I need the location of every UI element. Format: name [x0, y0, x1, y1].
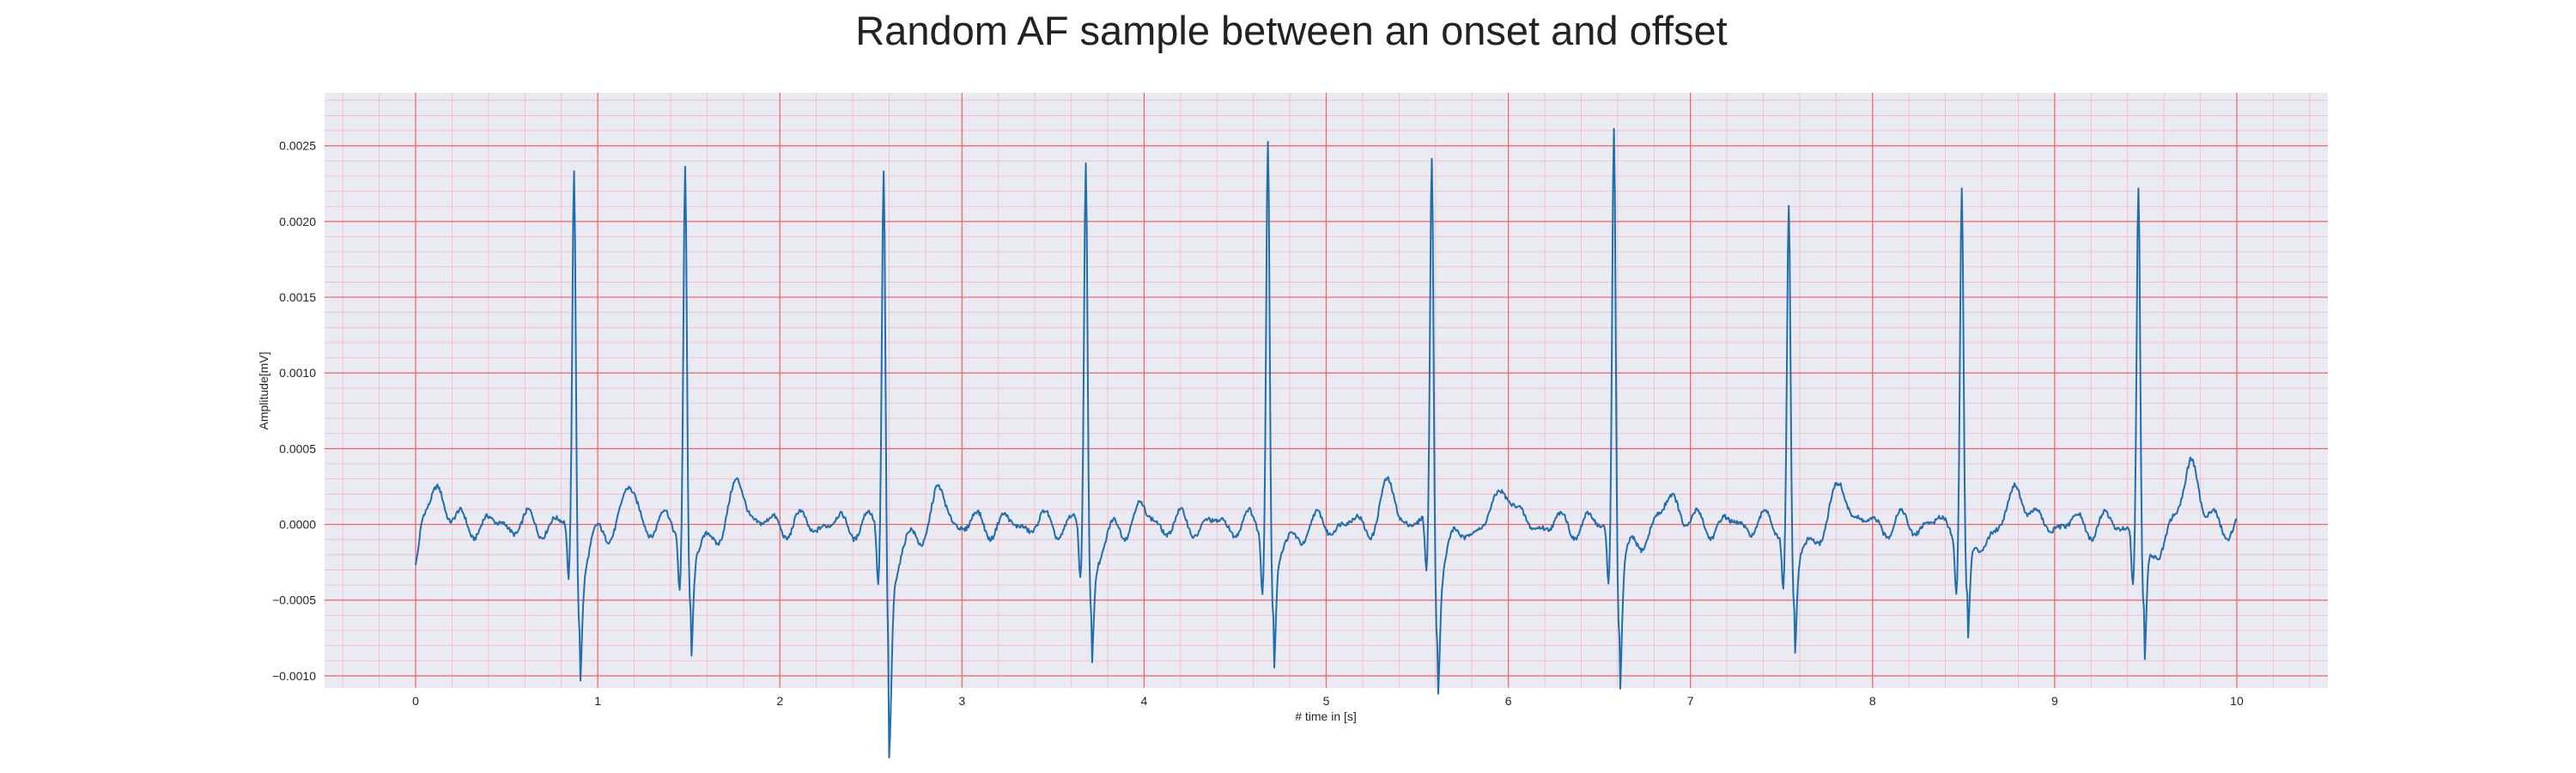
y-tick-label: 0.0020 [279, 215, 316, 228]
y-tick-label: 0.0005 [279, 441, 316, 455]
y-axis-label: Amplitude[mV] [257, 351, 270, 429]
y-tick-label: 0.0025 [279, 139, 316, 153]
x-tick-label: 6 [1505, 694, 1512, 708]
x-tick-label: 1 [594, 694, 601, 708]
x-tick-label: 9 [2051, 694, 2058, 708]
y-tick-label: 0.0000 [279, 518, 316, 532]
y-tick-label: 0.0015 [279, 290, 316, 304]
x-tick-label: 8 [1869, 694, 1876, 708]
y-tick-label: −0.0005 [272, 593, 316, 607]
x-tick-label: 5 [1323, 694, 1330, 708]
series-layer [415, 127, 2238, 759]
x-axis-label: # time in [s] [1295, 709, 1357, 723]
major-grid [325, 93, 2328, 688]
x-tick-label: 2 [776, 694, 783, 708]
y-axis-ticks: −0.0010 −0.0005 0.0000 0.0005 0.0010 0.0015 0.… [272, 139, 316, 683]
x-tick-label: 10 [2230, 694, 2244, 708]
x-tick-label: 0 [412, 694, 419, 708]
ecg-signal-line [415, 127, 2238, 759]
chart-title: Random AF sample between an onset and of… [855, 8, 1728, 53]
x-tick-label: 3 [958, 694, 965, 708]
y-tick-label: −0.0010 [272, 669, 316, 683]
x-tick-label: 7 [1687, 694, 1694, 708]
x-tick-label: 4 [1141, 694, 1148, 708]
x-axis-ticks: 0 1 2 3 4 5 6 7 8 9 10 [412, 694, 2244, 708]
y-tick-label: 0.0010 [279, 366, 316, 380]
